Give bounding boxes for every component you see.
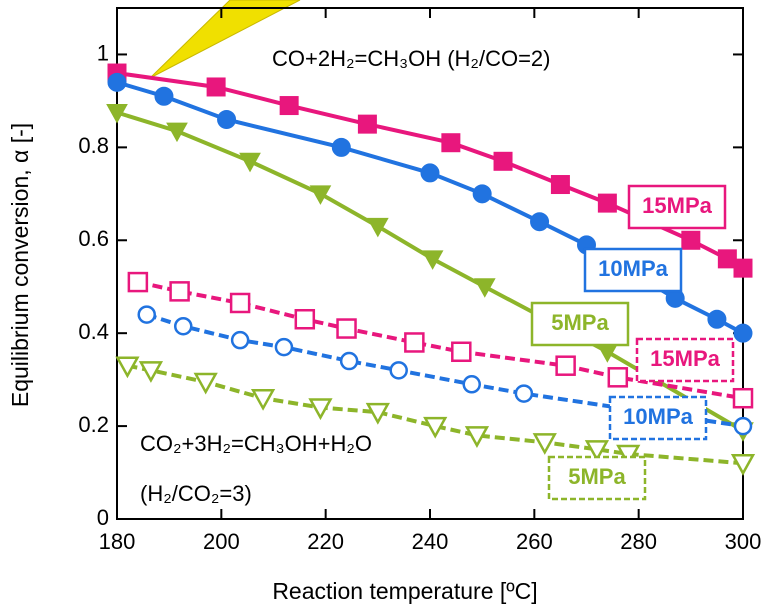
marker — [175, 318, 191, 334]
annotation: CO₂+3H₂=CH₃OH+H₂O — [140, 431, 372, 456]
marker — [452, 343, 470, 361]
marker — [368, 218, 388, 236]
x-tick-label: 180 — [99, 529, 136, 554]
marker — [421, 164, 439, 182]
marker — [682, 231, 700, 249]
legend-label: 10MPa — [598, 256, 668, 281]
marker — [218, 110, 236, 128]
marker — [531, 213, 549, 231]
marker — [108, 73, 126, 91]
marker — [338, 320, 356, 338]
marker — [232, 332, 248, 348]
marker — [280, 97, 298, 115]
marker — [708, 310, 726, 328]
marker — [734, 259, 752, 277]
marker — [405, 333, 423, 351]
marker — [253, 390, 273, 408]
x-tick-label: 200 — [203, 529, 240, 554]
legend-label: 15MPa — [642, 193, 712, 218]
marker — [734, 324, 752, 342]
x-tick-label: 280 — [620, 529, 657, 554]
marker — [231, 294, 249, 312]
marker — [391, 362, 407, 378]
marker — [296, 310, 314, 328]
y-tick-label: 0.6 — [78, 226, 109, 251]
marker — [196, 374, 216, 392]
marker — [551, 176, 569, 194]
x-axis-label: Reaction temperature [ºC] — [272, 578, 537, 604]
marker — [464, 376, 480, 392]
legend-label: 5MPa — [568, 464, 626, 489]
marker — [155, 87, 173, 105]
marker — [129, 273, 147, 291]
legend-label: 10MPa — [623, 404, 693, 429]
x-tick-label: 220 — [307, 529, 344, 554]
marker — [442, 134, 460, 152]
marker — [557, 357, 575, 375]
marker — [240, 153, 260, 171]
marker — [516, 386, 532, 402]
marker — [473, 185, 491, 203]
marker — [276, 339, 292, 355]
marker — [535, 434, 555, 452]
marker — [341, 353, 357, 369]
chart: Reaction temperature [ºC] Equilibrium co… — [0, 0, 769, 604]
marker — [475, 279, 495, 297]
x-tick-label: 300 — [725, 529, 762, 554]
x-tick-label: 260 — [516, 529, 553, 554]
y-tick-label: 0.8 — [78, 133, 109, 158]
marker — [332, 138, 350, 156]
legend-label: 5MPa — [551, 310, 609, 335]
x-tick-label: 240 — [412, 529, 449, 554]
annotation: (H₂/CO₂=3) — [140, 481, 252, 506]
marker — [171, 282, 189, 300]
marker — [358, 115, 376, 133]
marker — [598, 194, 616, 212]
y-tick-label: 0.4 — [78, 319, 109, 344]
marker — [735, 418, 751, 434]
marker — [139, 307, 155, 323]
marker — [207, 78, 225, 96]
y-axis-label: Equilibrium conversion, α [-] — [7, 123, 33, 407]
y-tick-label: 1 — [97, 40, 109, 65]
marker — [609, 368, 627, 386]
legend-label: 15MPa — [650, 346, 720, 371]
marker — [310, 186, 330, 204]
y-tick-label: 0 — [97, 505, 109, 530]
marker — [734, 389, 752, 407]
marker — [494, 152, 512, 170]
y-tick-label: 0.2 — [78, 412, 109, 437]
marker — [597, 344, 617, 362]
marker — [423, 251, 443, 269]
annotation: CO+2H₂=CH₃OH (H₂/CO=2) — [272, 46, 550, 71]
